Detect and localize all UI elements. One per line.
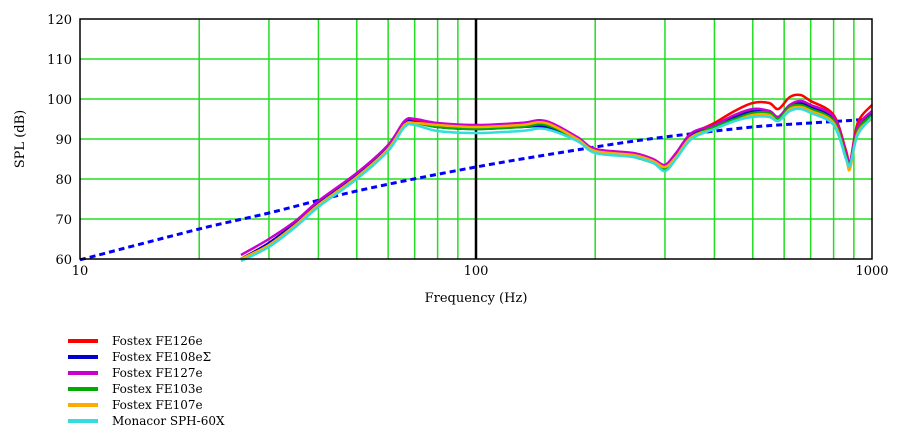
legend-swatch	[68, 403, 98, 407]
reference-curve-layer	[79, 117, 873, 262]
legend-item: Fostex FE108eΣ	[68, 349, 225, 365]
legend-item: Fostex FE103e	[68, 381, 225, 397]
plot-frame	[79, 18, 873, 260]
y-tick-label: 60	[55, 253, 72, 268]
y-tick-labels: 60 70 80 90 100 110 120	[47, 13, 72, 268]
y-axis-label: SPL (dB)	[13, 110, 28, 168]
legend-swatch	[68, 339, 98, 343]
legend-label: Monacor SPH-60X	[112, 414, 225, 428]
series-layer	[240, 93, 873, 263]
legend-item: Fostex FE107e	[68, 397, 225, 413]
x-tick-label: 100	[464, 264, 489, 279]
legend-swatch	[68, 419, 98, 423]
legend: Fostex FE126e Fostex FE108eΣ Fostex FE127e…	[68, 333, 225, 429]
legend-swatch	[68, 371, 98, 375]
y-tick-label: 110	[47, 53, 72, 68]
x-axis-label: Frequency (Hz)	[425, 291, 528, 306]
y-tick-label: 100	[47, 93, 72, 108]
x-tick-label: 1000	[855, 264, 888, 279]
legend-swatch	[68, 355, 98, 359]
y-tick-label: 120	[47, 13, 72, 28]
legend-item: Monacor SPH-60X	[68, 413, 225, 429]
legend-label: Fostex FE126e	[112, 334, 203, 348]
series-line-2	[240, 99, 873, 257]
legend-label: Fostex FE103e	[112, 382, 203, 396]
y-tick-label: 90	[55, 133, 72, 148]
legend-label: Fostex FE127e	[112, 366, 203, 380]
series-line-5	[240, 107, 873, 263]
x-tick-labels: 10 100 1000	[72, 264, 889, 279]
legend-item: Fostex FE127e	[68, 365, 225, 381]
legend-swatch	[68, 387, 98, 391]
legend-label: Fostex FE107e	[112, 398, 203, 412]
reference-curve	[79, 117, 873, 262]
legend-item: Fostex FE126e	[68, 333, 225, 349]
y-tick-label: 80	[55, 173, 72, 188]
grid	[80, 19, 872, 259]
legend-label: Fostex FE108eΣ	[112, 350, 212, 364]
y-tick-label: 70	[55, 213, 72, 228]
x-tick-label: 10	[72, 264, 89, 279]
